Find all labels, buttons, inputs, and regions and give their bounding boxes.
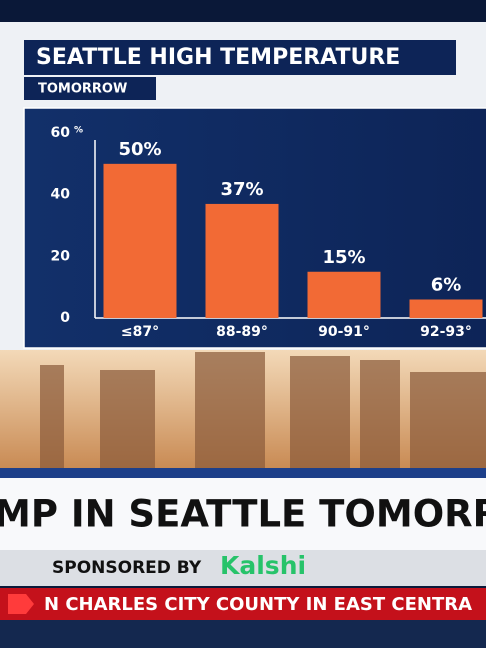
buildings (40, 352, 486, 468)
title-box (24, 40, 456, 75)
band (0, 468, 486, 478)
value-label: 15% (322, 247, 365, 268)
y-tick-label: 60 (51, 125, 71, 141)
x-tick-label: 92-93° (420, 324, 472, 340)
bottom-strip (0, 620, 486, 648)
sponsor: Kalshi (220, 551, 306, 580)
top-strip (0, 0, 486, 24)
bar (103, 163, 177, 318)
y-unit: % (74, 126, 83, 136)
value-label: 6% (431, 275, 462, 296)
headline: MP IN SEATTLE TOMORROW (0, 493, 486, 536)
headline-box (0, 478, 486, 550)
value-label: 50% (118, 139, 161, 160)
x-tick-label: 90-91° (318, 324, 370, 340)
y-tick-label: 0 (60, 310, 70, 326)
y-tick-label: 20 (51, 248, 71, 264)
subtitle-box (24, 77, 156, 100)
bar (205, 203, 279, 318)
sponsor-box (0, 550, 486, 586)
plot: 0 20 40 60 % ≤87° 50% 88-89° 37% 90-91° 15% 92-93° 6… (51, 125, 486, 340)
x-tick-label: 88-89° (216, 324, 268, 340)
bar (307, 271, 381, 318)
value-label: 37% (220, 179, 263, 200)
y-tick-label: 40 (51, 187, 71, 203)
ticker-bar (0, 588, 486, 620)
x-tick-label: ≤87° (121, 324, 159, 340)
chart-subtitle: TOMORROW (38, 82, 127, 97)
ticker-text: N CHARLES CITY COUNTY IN EAST CENTRA (44, 594, 472, 615)
ticker-arrow (8, 594, 34, 614)
sponsor-label: SPONSORED BY (52, 558, 202, 578)
bar (409, 299, 483, 318)
chart-title: SEATTLE HIGH TEMPERATURE (36, 45, 400, 70)
